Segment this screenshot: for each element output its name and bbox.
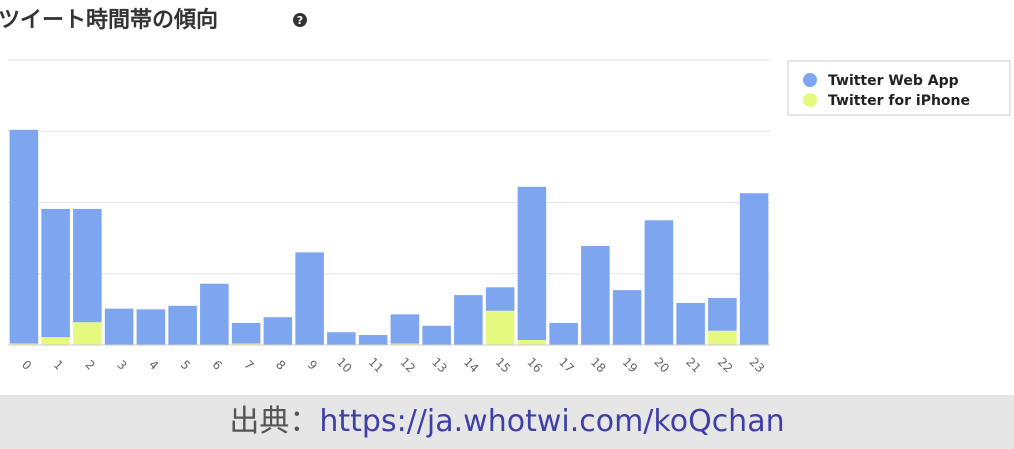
x-tick-label: 20 [651, 355, 672, 376]
bar-segment [168, 305, 197, 345]
legend-label: Twitter for iPhone [828, 93, 970, 109]
bar-segment [485, 310, 515, 345]
bar-segment [41, 208, 70, 338]
x-tick-label: 19 [620, 355, 641, 376]
bar-segment [390, 314, 420, 344]
help-icon[interactable] [293, 13, 307, 27]
bar-segment [231, 322, 261, 344]
bar-segment [358, 335, 388, 345]
legend-box [787, 60, 1011, 116]
x-tick-label: 9 [305, 358, 320, 373]
bar-segment [41, 337, 70, 345]
x-tick-label: 4 [146, 358, 161, 373]
x-tick-label: 14 [461, 355, 482, 376]
bar-segment [263, 317, 293, 345]
bar-segment [708, 297, 737, 331]
x-tick-label: 15 [493, 355, 514, 376]
x-tick-label: 16 [524, 355, 545, 376]
bar-segment [390, 343, 420, 345]
x-tick-label: 12 [397, 355, 418, 376]
x-tick-label: 5 [178, 358, 193, 373]
footer-link[interactable]: https://ja.whotwi.com/koQchan [319, 404, 785, 439]
bar-segment [422, 325, 451, 345]
bar-segment [454, 295, 483, 345]
bar-segment [517, 340, 547, 345]
x-tick-label: 2 [83, 358, 98, 373]
bar-segment [9, 129, 39, 344]
bar-segment [485, 287, 515, 311]
footer: 出典：https://ja.whotwi.com/koQchan [0, 395, 1014, 449]
x-tick-label: 0 [19, 358, 34, 373]
legend-marker [803, 93, 817, 107]
legend-marker [803, 73, 817, 87]
x-tick-label: 17 [556, 355, 577, 376]
bar-segment [549, 322, 578, 345]
x-tick-label: 23 [747, 355, 768, 376]
bar-segment [612, 290, 642, 345]
bar-segment [676, 302, 705, 345]
chart: ツイート時間帯の傾向 ? 0 1 2 3 4 5 6 7 8 9 10 11 12 13 14 15 16 17 1… [0, 7, 1011, 376]
chart-title: ツイート時間帯の傾向 [0, 7, 218, 33]
bar-segment [73, 208, 102, 323]
x-tick-label: 3 [114, 358, 129, 373]
bar-segment [581, 245, 610, 345]
help-icon-mark: ? [297, 14, 303, 27]
x-tick-label: 13 [429, 355, 450, 376]
x-tick-label: 22 [715, 355, 736, 376]
bar-segment [231, 343, 261, 345]
bar-segment [104, 308, 134, 345]
x-tick-label: 6 [210, 358, 225, 373]
bar-segment [136, 309, 166, 345]
legend-label: Twitter Web App [828, 73, 959, 89]
x-tick-label: 7 [241, 358, 256, 373]
bar-segment [295, 252, 324, 345]
bar-segment [327, 332, 356, 345]
x-tick-label: 10 [334, 355, 355, 376]
footer-label: 出典： [229, 404, 320, 439]
bar-segment [644, 220, 674, 345]
x-tick-label: 11 [366, 355, 387, 376]
bar-segment [739, 193, 769, 345]
x-tick-label: 18 [588, 355, 609, 376]
bar-segment [517, 186, 547, 341]
x-tick-label: 8 [273, 358, 288, 373]
x-tick-label: 1 [51, 358, 66, 373]
bar-segment [708, 330, 737, 345]
bar-segment [73, 322, 102, 345]
x-tick-label: 21 [683, 355, 704, 376]
bar-segment [9, 343, 39, 345]
bar-segment [200, 283, 229, 345]
